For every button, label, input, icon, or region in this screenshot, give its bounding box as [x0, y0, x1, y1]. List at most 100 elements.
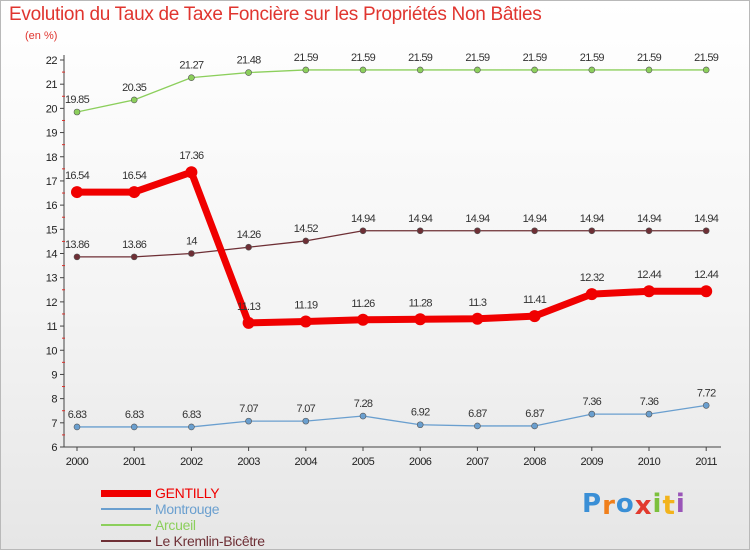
data-label-montrouge: 7.07 [239, 403, 258, 415]
data-label-le-kremlin-bic-tre: 14.94 [580, 213, 605, 225]
x-tick-label: 2009 [581, 456, 604, 468]
logo-letter: i [652, 489, 663, 519]
series-point-le-kremlin-bic-tre [645, 227, 653, 235]
proxiti-logo: Proxiti [582, 489, 686, 521]
logo-letter: r [602, 491, 616, 521]
data-label-montrouge: 7.36 [582, 396, 601, 408]
data-label-le-kremlin-bic-tre: 13.86 [122, 239, 147, 251]
legend-label: Arcueil [155, 517, 196, 533]
x-tick-label: 2002 [180, 456, 203, 468]
y-tick-label: 20 [46, 103, 58, 115]
y-tick-label: 12 [46, 297, 58, 309]
series-line-arcueil [76, 69, 707, 113]
series-point-le-kremlin-bic-tre [702, 227, 710, 235]
y-tick-label: 21 [46, 79, 58, 91]
series-point-gentilly [471, 312, 484, 325]
y-tick-label: 10 [46, 345, 58, 357]
data-label-arcueil: 21.59 [294, 52, 319, 64]
x-tick-label: 2011 [695, 456, 717, 468]
data-label-gentilly: 11.41 [523, 294, 547, 306]
data-label-le-kremlin-bic-tre: 14.52 [294, 223, 319, 235]
series-point-gentilly [71, 186, 83, 199]
series-point-gentilly [242, 316, 255, 329]
data-label-le-kremlin-bic-tre: 14.94 [637, 213, 662, 225]
data-label-gentilly: 16.54 [122, 170, 147, 182]
logo-letter: o [615, 489, 635, 519]
series-point-montrouge [245, 417, 252, 425]
series-point-montrouge [188, 423, 195, 431]
data-label-le-kremlin-bic-tre: 14 [186, 236, 197, 248]
series-point-le-kremlin-bic-tre [245, 243, 252, 251]
series-point-le-kremlin-bic-tre [474, 227, 481, 235]
series-point-montrouge [130, 423, 138, 431]
data-label-arcueil: 21.59 [351, 52, 376, 64]
series-point-arcueil [130, 96, 138, 104]
y-axis-unit: (en %) [25, 30, 58, 42]
data-label-gentilly: 11.19 [294, 299, 318, 311]
series-point-montrouge [588, 410, 596, 418]
logo-letter: t [662, 491, 676, 521]
series-point-le-kremlin-bic-tre [588, 227, 596, 235]
series-point-gentilly [700, 285, 713, 298]
series-point-gentilly [528, 310, 541, 323]
legend-swatch [101, 524, 151, 526]
data-label-arcueil: 21.59 [523, 52, 548, 64]
data-label-arcueil: 21.27 [179, 60, 204, 72]
legend-swatch [101, 508, 151, 510]
series-point-gentilly [299, 315, 312, 328]
data-label-le-kremlin-bic-tre: 14.94 [523, 213, 548, 225]
data-label-gentilly: 12.44 [637, 269, 662, 281]
series-point-montrouge [645, 410, 653, 418]
x-tick-label: 2003 [237, 456, 260, 468]
data-label-le-kremlin-bic-tre: 13.86 [65, 239, 90, 251]
chart-title: Evolution du Taux de Taxe Foncière sur l… [9, 4, 542, 25]
series-point-montrouge [416, 421, 424, 429]
data-label-montrouge: 6.92 [411, 407, 430, 419]
series-point-gentilly [414, 313, 427, 326]
data-label-gentilly: 11.3 [469, 297, 487, 309]
data-label-le-kremlin-bic-tre: 14.26 [237, 229, 262, 241]
y-tick-label: 16 [46, 200, 58, 212]
data-label-montrouge: 7.36 [640, 396, 659, 408]
data-label-gentilly: 11.28 [409, 297, 433, 309]
series-point-arcueil [359, 66, 367, 74]
y-tick-label: 13 [46, 273, 58, 285]
data-label-le-kremlin-bic-tre: 14.94 [694, 213, 719, 225]
series-point-gentilly [185, 166, 198, 179]
data-label-arcueil: 20.35 [122, 82, 147, 94]
y-tick-label: 14 [46, 249, 58, 261]
data-label-montrouge: 6.83 [125, 409, 144, 421]
series-point-le-kremlin-bic-tre [73, 253, 81, 261]
data-label-arcueil: 21.59 [694, 52, 719, 64]
series-line-montrouge [76, 404, 707, 428]
series-point-arcueil [645, 66, 653, 74]
data-label-montrouge: 6.87 [468, 408, 487, 420]
data-label-gentilly: 17.36 [179, 150, 204, 162]
data-label-arcueil: 21.59 [580, 52, 605, 64]
data-label-gentilly: 12.44 [694, 269, 719, 281]
x-tick-label: 2001 [123, 456, 146, 468]
y-tick-label: 9 [51, 369, 57, 381]
series-point-arcueil [588, 66, 596, 74]
data-label-arcueil: 21.59 [408, 52, 433, 64]
data-label-le-kremlin-bic-tre: 14.94 [465, 213, 490, 225]
legend-swatch [101, 489, 151, 497]
logo-letter: P [582, 489, 603, 519]
series-point-montrouge [702, 402, 710, 409]
data-label-montrouge: 6.83 [182, 409, 201, 421]
x-tick-label: 2005 [352, 456, 375, 468]
series-point-le-kremlin-bic-tre [416, 227, 424, 235]
y-tick-label: 8 [51, 394, 57, 406]
y-tick-label: 18 [46, 152, 58, 164]
series-point-gentilly [128, 186, 141, 199]
series-point-montrouge [359, 412, 367, 420]
data-label-montrouge: 6.83 [68, 409, 87, 421]
series-point-gentilly [357, 313, 369, 326]
data-label-arcueil: 21.59 [637, 52, 662, 64]
series-point-arcueil [702, 66, 710, 74]
y-tick-label: 6 [51, 442, 57, 454]
data-label-arcueil: 21.59 [465, 52, 490, 64]
data-label-arcueil: 19.85 [65, 94, 90, 106]
series-point-arcueil [474, 66, 481, 74]
